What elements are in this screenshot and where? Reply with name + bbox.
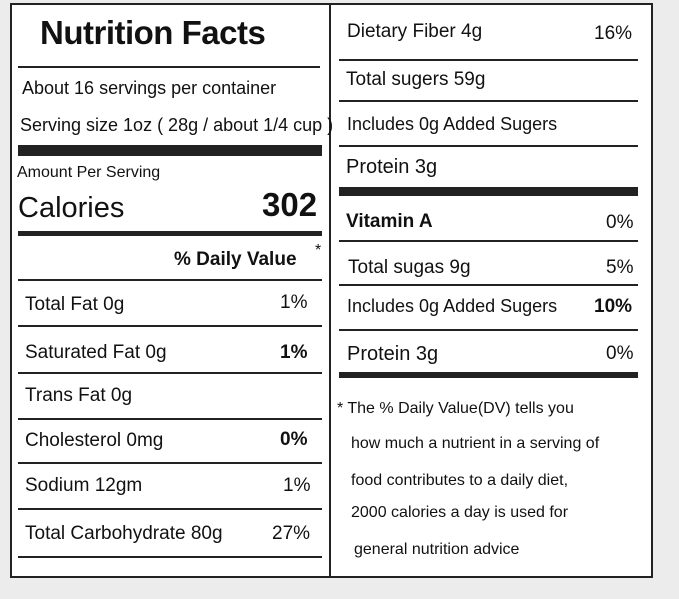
divider: [18, 325, 322, 327]
serving-size: Serving size 1oz ( 28g / about 1/4 cup ): [20, 115, 334, 135]
divider: [339, 100, 638, 102]
dietary-fiber-label: Dietary Fiber 4g: [347, 21, 483, 42]
nutrient-pct-total-fat: 1%: [280, 292, 308, 313]
dietary-fiber-pct: 16%: [594, 23, 633, 44]
protein-label: Protein 3g: [346, 156, 438, 178]
daily-value-header: % Daily Value: [174, 249, 297, 270]
divider: [18, 418, 322, 420]
protein-row-label: Protein 3g: [347, 343, 439, 365]
added-sugars-note: Includes 0g Added Sugers: [347, 114, 558, 134]
nutrient-label-sodium: Sodium 12gm: [25, 475, 143, 496]
divider: [339, 59, 638, 61]
nutrient-pct-sodium: 1%: [283, 475, 311, 496]
divider: [339, 284, 638, 286]
vitamin-a-pct: 0%: [606, 212, 634, 233]
nutrition-label-panel: [10, 3, 653, 578]
calories-value: 302: [262, 186, 318, 223]
medium-divider: [18, 231, 322, 236]
nutrient-label-cholesterol: Cholesterol 0mg: [25, 430, 164, 451]
divider: [339, 329, 638, 331]
added-sugars-row-label: Includes 0g Added Sugers: [347, 296, 558, 316]
nutrient-pct-cholesterol: 0%: [280, 429, 308, 450]
added-sugars-row-pct: 10%: [594, 296, 633, 317]
nutrient-label-total-carbohydrate: Total Carbohydrate 80g: [25, 523, 223, 544]
thick-divider: [18, 145, 322, 156]
divider: [339, 145, 638, 147]
nutrient-pct-total-carbohydrate: 27%: [272, 523, 311, 544]
nutrient-label-saturated-fat: Saturated Fat 0g: [25, 342, 167, 363]
total-sugas-pct: 5%: [606, 257, 634, 278]
amount-per-serving: Amount Per Serving: [17, 164, 161, 181]
divider: [18, 279, 322, 281]
divider: [339, 240, 638, 242]
label-title: Nutrition Facts: [40, 14, 266, 51]
divider: [18, 462, 322, 464]
footnote-line-5: general nutrition advice: [354, 541, 520, 558]
thick-divider: [339, 372, 638, 378]
total-sugars: Total sugers 59g: [346, 69, 486, 90]
footnote-line-3: food contributes to a daily diet,: [351, 472, 569, 489]
divider: [18, 508, 322, 510]
protein-row-pct: 0%: [606, 343, 634, 364]
divider: [18, 372, 322, 374]
servings-per-container: About 16 servings per container: [22, 78, 277, 98]
nutrient-pct-saturated-fat: 1%: [280, 342, 308, 363]
total-sugas-label: Total sugas 9g: [348, 257, 471, 278]
thick-divider: [339, 187, 638, 196]
vitamin-a-label: Vitamin A: [346, 211, 433, 232]
column-divider: [329, 3, 331, 578]
footnote-line-1: * The % Daily Value(DV) tells you: [337, 400, 574, 417]
daily-value-asterisk: *: [315, 242, 322, 259]
footnote-line-4: 2000 calories a day is used for: [351, 504, 569, 521]
divider: [18, 556, 322, 558]
footnote-line-2: how much a nutrient in a serving of: [351, 435, 600, 452]
divider: [18, 66, 320, 68]
nutrient-label-total-fat: Total Fat 0g: [25, 294, 125, 315]
calories-label: Calories: [18, 192, 125, 224]
nutrient-label-trans-fat: Trans Fat 0g: [25, 385, 133, 406]
